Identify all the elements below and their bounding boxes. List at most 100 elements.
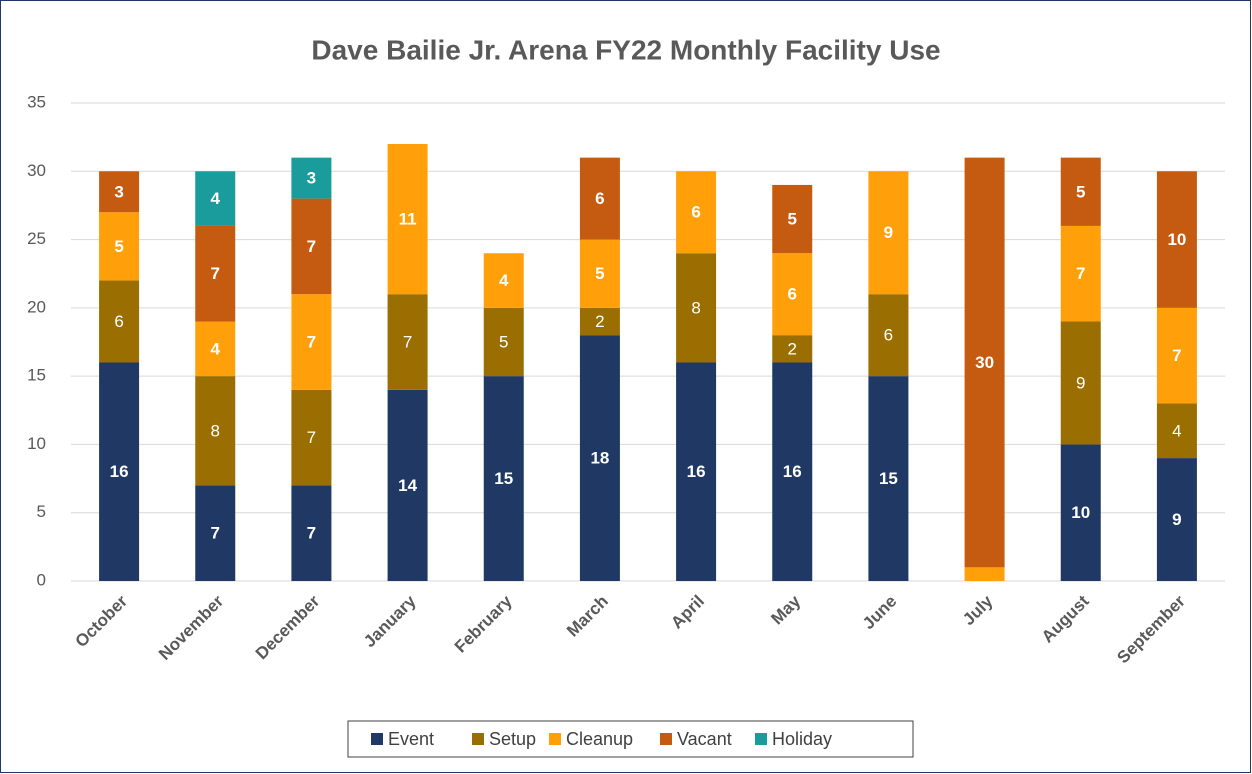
legend-swatch: [472, 733, 484, 745]
y-tick-label: 5: [37, 502, 46, 521]
bar-segment: [579, 335, 620, 581]
legend-box: [347, 720, 914, 758]
data-label: 16: [783, 462, 802, 481]
data-label: 2: [595, 312, 604, 331]
data-label: 15: [879, 469, 898, 488]
y-tick-label: 10: [27, 434, 46, 453]
bar-segment: [291, 294, 332, 390]
bar-segment: [291, 485, 332, 581]
bar-segment: [772, 253, 813, 336]
bar-segment: [1060, 225, 1101, 322]
data-label: 7: [307, 237, 316, 256]
bar-segment: [195, 376, 236, 486]
y-tick-label: 35: [27, 92, 46, 111]
data-label: 7: [307, 332, 316, 351]
bar-segment: [868, 376, 909, 581]
bar-segment: [195, 225, 236, 322]
bar-segment: [772, 335, 813, 363]
data-label: 7: [1172, 346, 1181, 365]
data-label: 7: [1076, 264, 1085, 283]
bar-segment: [772, 184, 813, 254]
bar-segment: [99, 280, 140, 363]
chart-title: Dave Bailie Jr. Arena FY22 Monthly Facil…: [311, 34, 940, 65]
bar-segment: [579, 239, 620, 308]
data-label: 6: [884, 326, 893, 345]
bar-segment: [195, 321, 236, 377]
legend-label: Setup: [489, 729, 536, 749]
bar-segment: [676, 253, 717, 363]
data-label: 7: [307, 428, 316, 447]
data-label: 9: [1076, 373, 1085, 392]
bar-segment: [195, 485, 236, 581]
bar-segment: [772, 362, 813, 581]
data-label: 30: [975, 353, 994, 372]
data-label: 16: [110, 462, 129, 481]
bar-segment: [579, 157, 620, 240]
data-label: 7: [211, 264, 220, 283]
data-label: 4: [211, 189, 221, 208]
bar-segment: [195, 171, 236, 226]
bar-segment: [868, 171, 909, 295]
data-label: 4: [499, 271, 509, 290]
legend-swatch: [755, 733, 767, 745]
data-label: 5: [595, 264, 604, 283]
data-label: 8: [691, 298, 700, 317]
bar-segment: [1156, 403, 1197, 459]
data-label: 3: [307, 169, 316, 188]
data-label: 9: [884, 223, 893, 242]
bar-segment: [964, 567, 1005, 581]
bar-segment: [964, 157, 1005, 568]
bar-segment: [99, 362, 140, 581]
data-label: 8: [211, 421, 220, 440]
data-label: 7: [307, 524, 316, 543]
bar-segment: [99, 212, 140, 281]
y-tick-label: 0: [37, 570, 46, 589]
data-label: 5: [114, 237, 123, 256]
bar-segment: [1060, 444, 1101, 581]
legend-label: Cleanup: [566, 729, 633, 749]
bar-segment: [99, 171, 140, 213]
bar-segment: [1156, 171, 1197, 308]
data-label: 11: [399, 210, 417, 229]
data-label: 4: [1172, 421, 1181, 440]
legend-label: Event: [388, 729, 434, 749]
data-label: 10: [1071, 503, 1090, 522]
bar-segment: [1060, 157, 1101, 226]
y-tick-label: 20: [27, 297, 46, 316]
y-tick-label: 30: [27, 161, 46, 180]
bar-segment: [483, 307, 524, 377]
data-label: 7: [211, 524, 220, 543]
bar-segment: [676, 362, 717, 581]
y-tick-label: 15: [27, 366, 46, 385]
bar-segment: [676, 171, 717, 254]
data-label: 6: [691, 203, 700, 222]
data-label: 15: [494, 469, 513, 488]
bar-segment: [483, 253, 524, 308]
data-label: 2: [788, 339, 797, 358]
legend-label: Holiday: [772, 729, 832, 749]
legend-swatch: [371, 733, 383, 745]
data-label: 6: [788, 285, 797, 304]
bar-segment: [291, 198, 332, 295]
data-label: 5: [788, 210, 797, 229]
data-label: 7: [403, 332, 412, 351]
bar-segment: [579, 307, 620, 336]
data-label: 18: [590, 449, 609, 468]
data-label: 6: [595, 189, 604, 208]
data-label: 5: [1076, 182, 1085, 201]
legend-swatch: [660, 733, 672, 745]
bar-segment: [483, 376, 524, 581]
legend-label: Vacant: [677, 729, 732, 749]
y-tick-label: 25: [27, 229, 46, 248]
bar-segment: [387, 294, 428, 390]
data-label: 6: [114, 312, 123, 331]
bar-segment: [387, 389, 428, 581]
data-label: 9: [1172, 510, 1181, 529]
bar-segment: [291, 389, 332, 486]
bar-segment: [868, 294, 909, 377]
bar-segment: [291, 157, 332, 199]
data-label: 5: [499, 332, 508, 351]
data-label: 3: [114, 182, 123, 201]
bar-segment: [1156, 458, 1197, 581]
